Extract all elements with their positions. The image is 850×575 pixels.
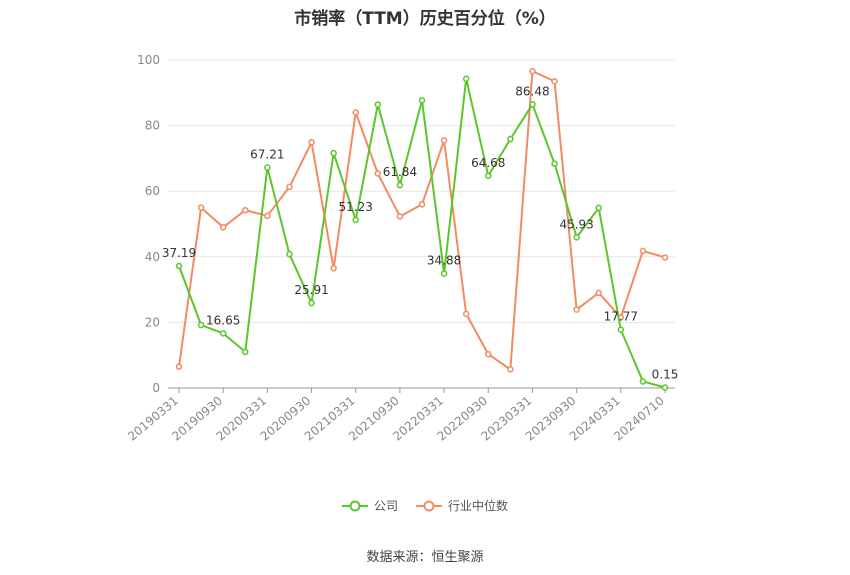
data-point-company[interactable]	[529, 101, 536, 108]
data-point-industry-median[interactable]	[197, 204, 205, 211]
data-point-company[interactable]	[551, 160, 558, 167]
legend-line-icon	[416, 500, 442, 511]
y-tick-label: 20	[145, 315, 160, 329]
grid-lines	[168, 59, 675, 323]
data-point-industry-median[interactable]	[573, 306, 580, 313]
data-point-industry-median[interactable]	[242, 206, 249, 214]
data-label: 51.23	[339, 200, 373, 214]
data-point-company[interactable]	[330, 149, 337, 157]
data-point-company[interactable]	[352, 216, 359, 224]
data-point-industry-median[interactable]	[418, 201, 426, 208]
data-label: 25.91	[294, 283, 328, 297]
data-point-industry-median[interactable]	[551, 78, 558, 85]
data-point-industry-median[interactable]	[175, 363, 183, 370]
data-point-industry-median[interactable]	[330, 265, 337, 272]
data-point-industry-median[interactable]	[286, 183, 293, 191]
legend-label-industry-median: 行业中位数	[448, 499, 509, 513]
legend-label-company: 公司	[373, 499, 398, 513]
data-point-company[interactable]	[242, 348, 249, 356]
data-label: 45.93	[559, 217, 593, 231]
data-point-company[interactable]	[197, 321, 205, 329]
y-tick-label: 0	[152, 381, 160, 395]
data-point-industry-median[interactable]	[264, 212, 271, 220]
data-point-industry-median[interactable]	[374, 170, 382, 177]
y-tick-label: 100	[137, 53, 160, 67]
data-label: 17.77	[604, 310, 638, 324]
data-point-industry-median[interactable]	[462, 310, 470, 318]
data-label: 37.19	[162, 246, 196, 260]
legend-item-industry-median[interactable]: 行业中位数	[416, 497, 508, 514]
data-point-company[interactable]	[374, 101, 382, 108]
data-label: 61.84	[383, 165, 417, 179]
data-label: 0.15	[652, 368, 679, 382]
data-label: 86.48	[515, 84, 549, 98]
data-point-industry-median[interactable]	[595, 289, 602, 297]
data-point-industry-median[interactable]	[485, 350, 492, 358]
data-point-company[interactable]	[573, 234, 580, 241]
data-label: 34.88	[427, 254, 461, 268]
data-source: 数据来源：恒生聚源	[366, 550, 484, 565]
data-label: 16.65	[206, 313, 240, 327]
data-point-company[interactable]	[440, 270, 448, 277]
data-point-industry-median[interactable]	[529, 67, 536, 75]
y-tick-label: 60	[145, 184, 160, 198]
axes: 0204060801002019033120190930202003312020…	[125, 53, 675, 444]
data-label: 64.68	[471, 156, 505, 170]
data-point-industry-median[interactable]	[396, 213, 404, 220]
data-labels: 37.19 16.65 67.21 25.91 51.23 61.84 34.88 64.68…	[162, 84, 679, 381]
data-point-company[interactable]	[219, 330, 227, 337]
data-point-company[interactable]	[639, 378, 647, 385]
data-point-company[interactable]	[396, 181, 404, 189]
data-point-company[interactable]	[264, 164, 271, 171]
y-tick-label: 80	[145, 119, 160, 133]
data-point-industry-median[interactable]	[661, 254, 669, 261]
data-point-industry-median[interactable]	[219, 224, 227, 231]
data-point-company[interactable]	[175, 262, 183, 270]
data-point-company[interactable]	[507, 135, 514, 143]
legend-item-company[interactable]: 公司	[341, 497, 398, 514]
legend: 公司 行业中位数	[0, 497, 850, 514]
data-point-industry-median[interactable]	[507, 366, 514, 373]
data-point-industry-median[interactable]	[352, 109, 359, 116]
data-point-company[interactable]	[595, 204, 602, 212]
series-lines	[175, 67, 669, 391]
data-point-industry-median[interactable]	[308, 139, 315, 146]
y-tick-label: 40	[145, 250, 160, 264]
data-label: 67.21	[250, 148, 284, 162]
series-line-company	[178, 77, 666, 389]
data-point-company[interactable]	[286, 250, 293, 258]
data-point-company[interactable]	[485, 172, 492, 180]
line-chart: 0204060801002019033120190930202003312020…	[125, 53, 679, 444]
data-point-industry-median[interactable]	[440, 137, 448, 144]
data-point-company[interactable]	[661, 384, 669, 391]
data-point-company[interactable]	[418, 97, 426, 104]
data-point-company[interactable]	[462, 75, 470, 82]
chart-title: 市销率（TTM）历史百分位（%）	[294, 9, 556, 29]
data-point-industry-median[interactable]	[639, 247, 647, 255]
data-point-company[interactable]	[617, 326, 625, 333]
data-point-company[interactable]	[308, 299, 315, 307]
legend-line-icon	[341, 500, 368, 511]
